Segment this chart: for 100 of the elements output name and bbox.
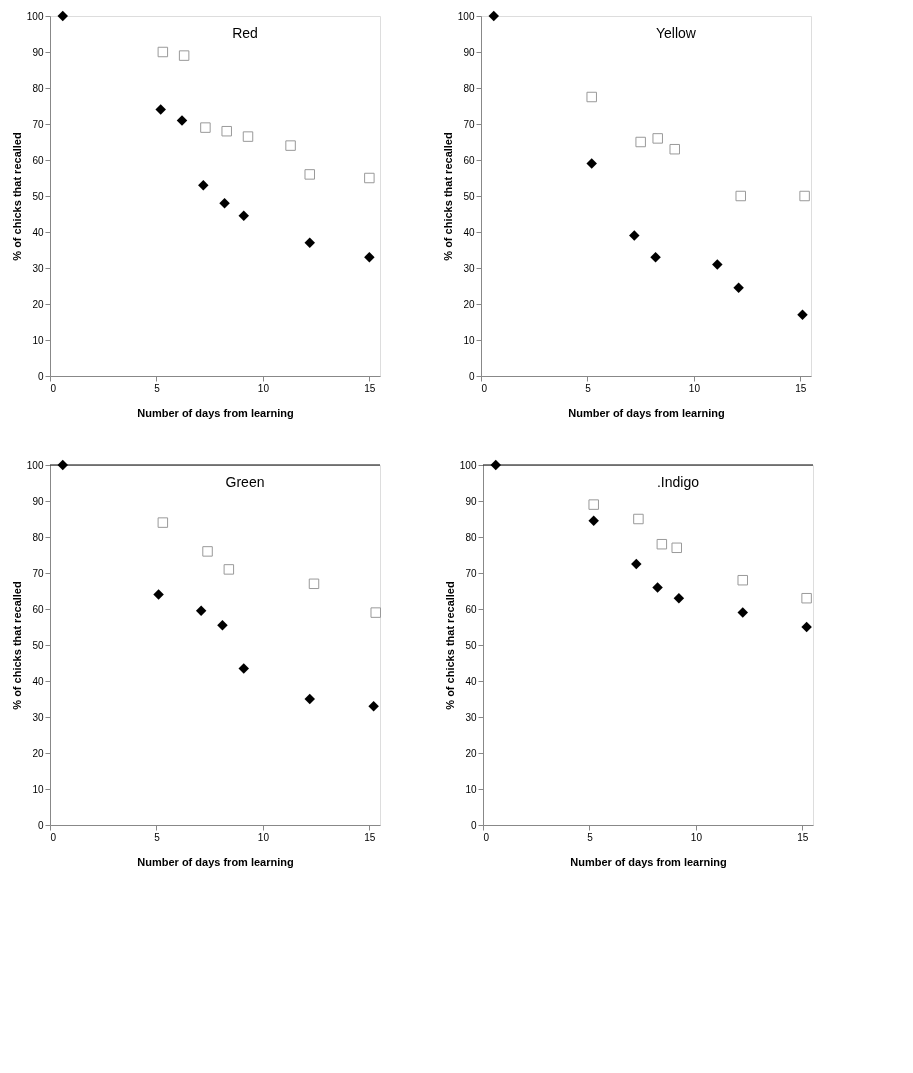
point [631, 558, 642, 570]
y-tick-label: 10 [463, 334, 475, 346]
point [586, 158, 597, 169]
x-axis-title: Number of days from learning [568, 406, 725, 419]
point [488, 10, 500, 22]
y-tick-label: 80 [463, 82, 475, 94]
point [669, 143, 680, 155]
point [242, 131, 254, 142]
y-tick-label: 100 [459, 459, 477, 471]
y-tick-label: 90 [465, 495, 477, 507]
x-tick-label: 15 [795, 382, 807, 394]
point [364, 172, 375, 184]
point [586, 91, 597, 103]
y-tick-label: 30 [32, 262, 44, 274]
x-tick-label: 15 [797, 831, 809, 843]
y-axis-title: % of chicks that recalled [10, 581, 23, 710]
y-tick-label: 100 [457, 10, 475, 22]
x-axis-title: Number of days from learning [570, 855, 727, 868]
y-tick-label: 80 [32, 531, 44, 543]
point [178, 50, 190, 61]
point [202, 546, 213, 557]
point [652, 582, 663, 593]
y-tick-label: 50 [465, 639, 477, 651]
y-tick-label: 90 [32, 46, 44, 58]
point [304, 693, 315, 705]
y-tick-label: 40 [32, 675, 44, 687]
point [153, 589, 164, 600]
point [176, 115, 188, 126]
x-tick-label: 5 [154, 382, 161, 394]
y-tick-label: 20 [463, 298, 475, 310]
y-tick-label: 40 [32, 226, 44, 238]
y-tick-label: 90 [32, 495, 44, 507]
y-axis-title: % of chicks that recalled [443, 581, 456, 710]
x-tick-label: 10 [688, 382, 701, 394]
point [588, 499, 599, 510]
point [221, 125, 232, 137]
y-tick-label: 10 [32, 783, 44, 795]
y-axis-title: % of chicks that recalled [441, 132, 454, 261]
point [195, 605, 207, 617]
point [217, 619, 228, 631]
x-axis-title: Number of days from learning [137, 406, 294, 419]
y-tick-label: 50 [32, 639, 44, 651]
x-tick-label: 10 [690, 831, 703, 843]
y-tick-label: 90 [463, 46, 475, 58]
text: .Indigo [656, 473, 700, 490]
point [304, 237, 315, 249]
y-tick-label: 50 [463, 190, 475, 202]
point [737, 574, 748, 586]
y-tick-label: 60 [463, 154, 475, 166]
point [735, 190, 746, 202]
point [712, 259, 723, 270]
y-tick-label: 30 [465, 711, 477, 723]
y-tick-label: 40 [463, 226, 475, 238]
y-tick-label: 10 [465, 783, 477, 795]
y-tick-label: 70 [32, 567, 44, 579]
y-tick-label: 80 [465, 531, 477, 543]
x-tick-label: 0 [50, 831, 57, 843]
y-tick-label: 100 [26, 459, 44, 471]
y-tick-label: 60 [32, 603, 44, 615]
point [629, 230, 640, 241]
point [633, 513, 644, 525]
x-tick-label: 0 [483, 831, 490, 843]
y-axis-title: % of chicks that recalled [10, 132, 23, 261]
y-tick-label: 40 [465, 675, 477, 687]
point [238, 210, 249, 222]
point [155, 104, 166, 115]
y-tick-label: 20 [32, 747, 44, 759]
y-tick-label: 0 [37, 370, 44, 382]
point [238, 663, 249, 674]
y-tick-label: 70 [465, 567, 477, 579]
text: Yellow [656, 24, 697, 41]
y-tick-label: 20 [465, 747, 477, 759]
point [801, 592, 812, 604]
point [370, 607, 381, 618]
point [652, 133, 663, 144]
y-tick-label: 0 [470, 819, 477, 831]
x-tick-label: 5 [585, 382, 592, 394]
x-tick-label: 5 [154, 831, 161, 843]
text: Red [232, 24, 258, 41]
point [673, 592, 685, 604]
x-axis-title: Number of days from learning [137, 855, 294, 868]
point [157, 517, 169, 528]
x-tick-label: 5 [587, 831, 594, 843]
point [219, 197, 230, 209]
y-tick-label: 100 [26, 10, 44, 22]
point [635, 136, 646, 148]
x-tick-label: 10 [257, 382, 270, 394]
y-tick-label: 60 [32, 154, 44, 166]
y-tick-label: 70 [463, 118, 475, 130]
x-tick-label: 15 [364, 831, 376, 843]
point [57, 10, 69, 22]
point [799, 190, 810, 202]
point [650, 251, 661, 263]
point [198, 179, 209, 191]
point [588, 515, 599, 527]
point [656, 538, 668, 550]
y-tick-label: 60 [465, 603, 477, 615]
point [364, 251, 375, 263]
point [157, 46, 169, 58]
point [304, 169, 315, 180]
